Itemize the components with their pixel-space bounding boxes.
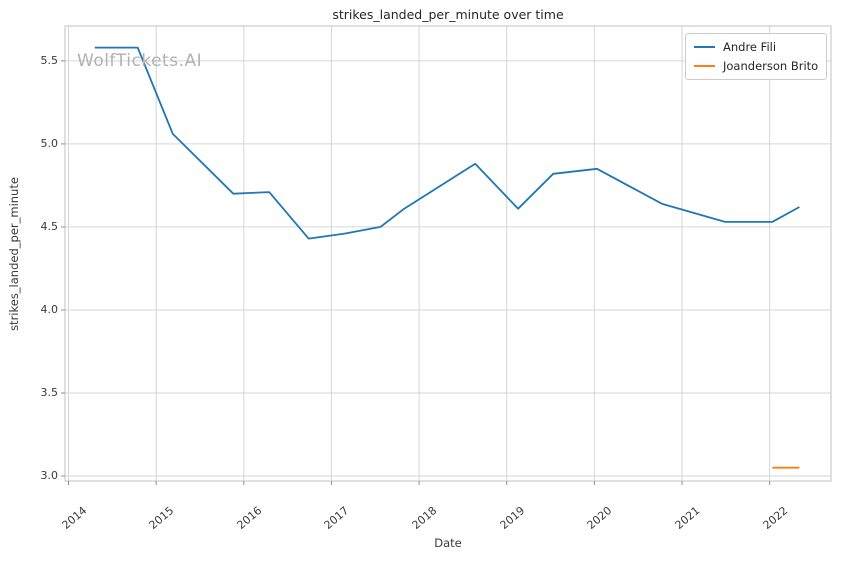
legend-line-sample [694, 46, 715, 48]
x-axis-label: Date [434, 536, 462, 550]
chart-title: strikes_landed_per_minute over time [332, 7, 564, 22]
legend: Andre Fili Joanderson Brito [685, 33, 827, 80]
legend-line-sample [694, 65, 715, 67]
y-tick-label: 3.5 [40, 385, 59, 399]
y-tick-label: 4.5 [40, 219, 59, 233]
y-tick-label: 5.5 [40, 53, 59, 67]
legend-item: Joanderson Brito [694, 58, 818, 74]
series-line-andre-fili [94, 46, 800, 240]
y-tick-label: 3.0 [40, 469, 59, 483]
y-tick-label: 4.0 [40, 302, 59, 316]
watermark: WolfTickets.AI [77, 51, 203, 71]
y-tick-label: 5.0 [40, 136, 59, 150]
legend-label: Joanderson Brito [723, 59, 819, 73]
plot-border [64, 25, 832, 482]
legend-item: Andre Fili [694, 39, 818, 55]
legend-label: Andre Fili [723, 40, 777, 54]
